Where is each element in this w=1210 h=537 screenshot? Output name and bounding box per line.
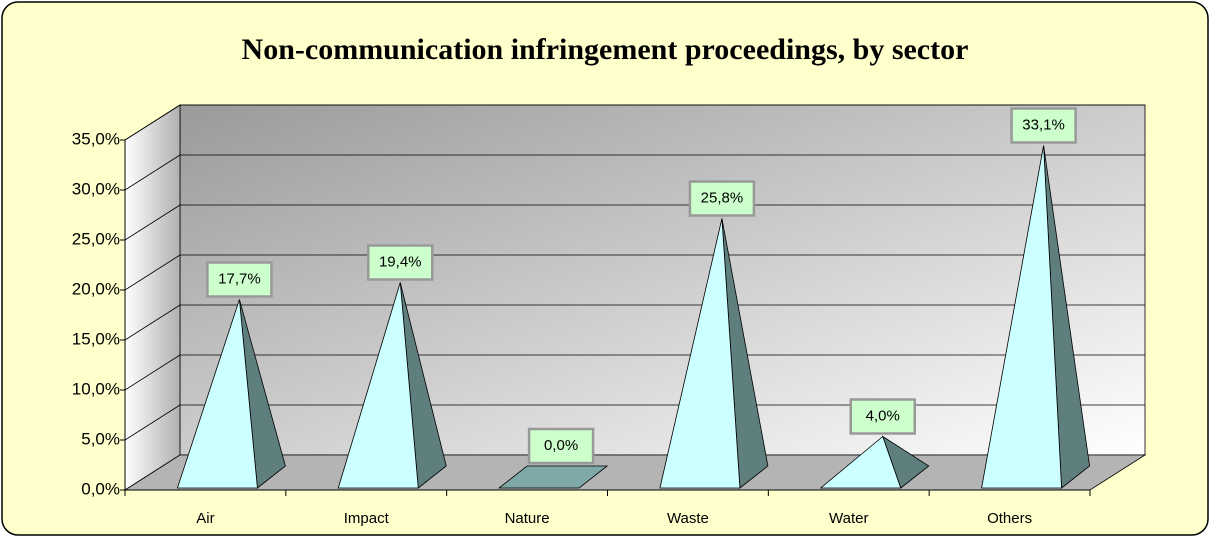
value-label-box: [527, 427, 595, 465]
value-label-box: [1010, 107, 1077, 144]
y-tick-label: 20,0%: [72, 279, 120, 298]
chart-title: Non-communication infringement proceedin…: [242, 33, 969, 66]
x-tick-label: Others: [987, 510, 1032, 527]
grid-line: [124, 204, 181, 241]
grid-line: [124, 254, 181, 291]
y-tick-label: 10,0%: [72, 379, 120, 398]
grid-line: [124, 104, 181, 141]
value-label-box: [206, 261, 273, 298]
value-label: 0,0%: [544, 437, 578, 454]
side-wall: [124, 104, 181, 491]
pyramid-front: [659, 218, 741, 489]
value-label-box: [688, 180, 756, 217]
x-tick-label: Waste: [667, 510, 709, 527]
value-label: 17,7%: [218, 270, 261, 287]
y-tick-label: 5,0%: [81, 429, 120, 448]
pyramid-front: [176, 299, 258, 489]
grid-line: [124, 404, 181, 441]
pyramid-front: [337, 282, 419, 489]
x-tick-label: Impact: [344, 510, 390, 527]
y-tick-label: 35,0%: [72, 129, 120, 148]
grid-line: [124, 304, 181, 341]
pyramid-front: [819, 435, 902, 489]
value-label: 4,0%: [866, 407, 900, 424]
x-tick-label: Nature: [505, 510, 550, 527]
pyramid-base: [497, 465, 609, 489]
x-tick-label: Air: [196, 510, 214, 527]
value-label: 25,8%: [701, 189, 744, 206]
pyramid-front: [981, 145, 1063, 489]
y-tick-label: 30,0%: [72, 179, 120, 198]
value-label-box: [849, 398, 916, 435]
y-tick-label: 0,0%: [81, 479, 120, 498]
value-label: 19,4%: [379, 253, 422, 270]
x-tick-label: Water: [829, 510, 868, 527]
y-tick-label: 15,0%: [72, 329, 120, 348]
y-tick-label: 25,0%: [72, 229, 120, 248]
grid-line: [124, 154, 181, 191]
grid-line: [124, 354, 181, 391]
value-label-box: [367, 244, 434, 281]
value-label: 33,1%: [1022, 116, 1065, 133]
